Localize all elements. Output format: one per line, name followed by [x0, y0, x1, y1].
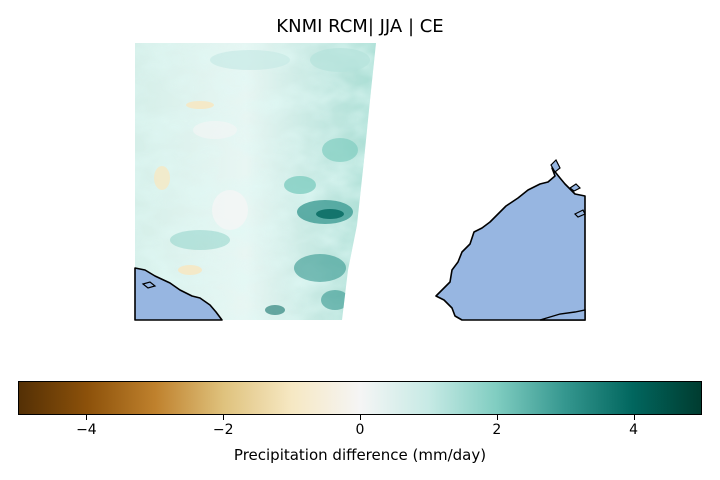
- land-southwest: [134, 267, 223, 321]
- colorbar-label: Precipitation difference (mm/day): [233, 446, 487, 464]
- land-east: [435, 167, 586, 321]
- colorbar-tick: [86, 415, 88, 420]
- colorbar-gradient: [18, 381, 702, 415]
- colorbar-tick: [633, 415, 635, 420]
- colorbar-tick-label: 0: [355, 422, 365, 438]
- precipitation-field: [135, 43, 376, 320]
- colorbar-tick-label: 4: [629, 422, 639, 438]
- colorbar-tick-label: −2: [212, 422, 234, 438]
- colorbar-tick: [223, 415, 225, 420]
- colorbar-tick-label: −4: [76, 422, 97, 438]
- colorbar-tick: [360, 415, 361, 420]
- colorbar-tick-label: 2: [492, 422, 502, 438]
- colorbar: −4 −2 0 2 4: [18, 381, 702, 438]
- colorbar-tick: [496, 415, 498, 420]
- map-title: KNMI RCM| JJA | CE: [276, 16, 444, 37]
- precipitation-map: [134, 43, 586, 321]
